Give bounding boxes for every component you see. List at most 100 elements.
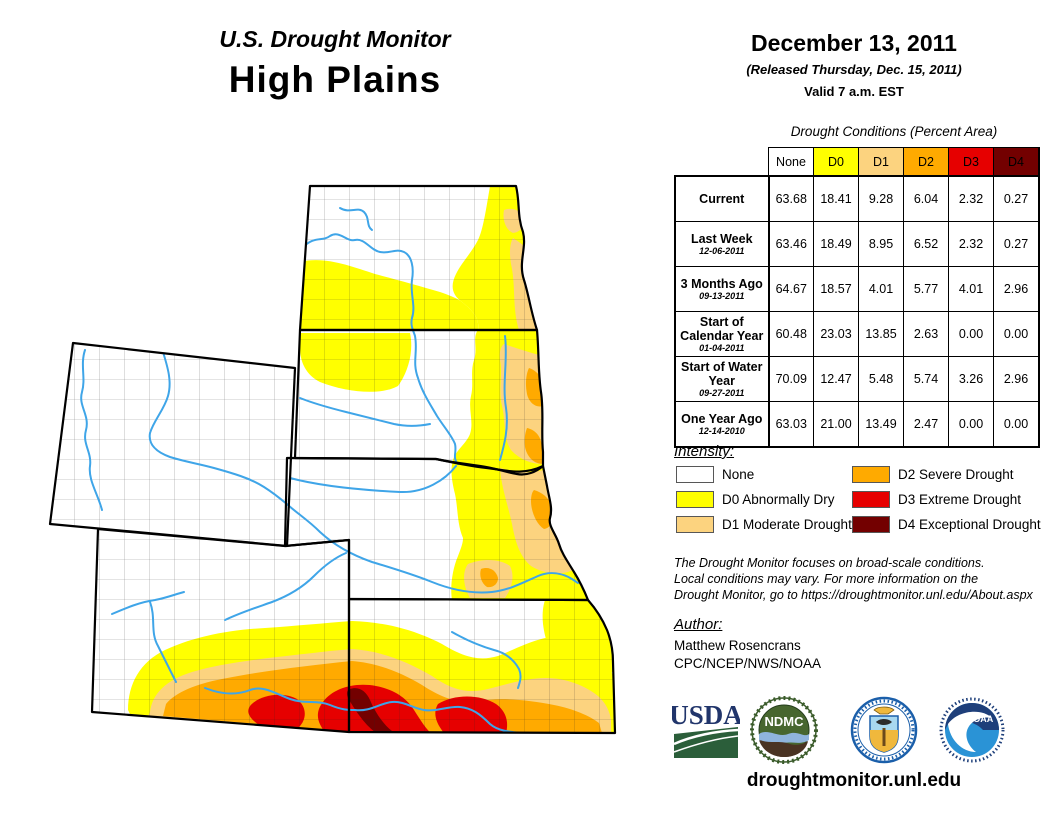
legend-swatch (676, 466, 714, 483)
intensity-heading: Intensity: (674, 443, 735, 460)
percent-area-value: 0.27 (993, 175, 1040, 222)
percent-area-value: 4.01 (858, 266, 904, 312)
disclaimer-line: Drought Monitor, go to https://droughtmo… (674, 588, 1033, 602)
percent-area-value: 60.48 (768, 311, 814, 357)
percent-area-value: 64.67 (768, 266, 814, 312)
percent-area-value: 2.96 (993, 266, 1040, 312)
author-name: Matthew Rosencrans (674, 638, 801, 653)
percent-area-value: 13.85 (858, 311, 904, 357)
percent-area-value: 18.57 (813, 266, 859, 312)
footer-url: droughtmonitor.unl.edu (746, 770, 962, 791)
usda-logo-text: USDA (672, 700, 740, 730)
drought-conditions-table: None D0 D1 D2 D3 D4 Current 63.68 18.41 9.28 6.04… (674, 147, 1040, 448)
table-row: Start of Water Year 09-27-2011 70.09 12.47 5… (674, 356, 1040, 402)
percent-area-value: 63.46 (768, 221, 814, 267)
percent-area-value: 5.48 (858, 356, 904, 402)
col-header-d2: D2 (903, 147, 949, 177)
percent-area-value: 70.09 (768, 356, 814, 402)
percent-area-value: 3.26 (948, 356, 994, 402)
legend-swatch (676, 516, 714, 533)
usda-logo: USDA (672, 700, 740, 758)
col-header-d0: D0 (813, 147, 859, 177)
report-heading: U.S. Drought Monitor High Plains (100, 26, 570, 101)
state-kansas (347, 597, 617, 735)
percent-area-value: 0.00 (948, 401, 994, 448)
row-label: 3 Months Ago 09-13-2011 (674, 266, 770, 312)
report-region-title: High Plains (228, 59, 442, 100)
percent-area-value: 18.49 (813, 221, 859, 267)
state-nebraska (283, 456, 590, 602)
author-heading: Author: (674, 616, 723, 633)
col-header-d4: D4 (993, 147, 1040, 177)
percent-area-value: 5.74 (903, 356, 949, 402)
table-corner-cell (675, 148, 769, 177)
legend-swatch (676, 491, 714, 508)
col-header-none: None (768, 147, 814, 177)
percent-area-value: 23.03 (813, 311, 859, 357)
percent-area-value: 6.52 (903, 221, 949, 267)
table-row: Start of Calendar Year 01-04-2011 60.48 23.… (674, 311, 1040, 357)
percent-area-value: 9.28 (858, 175, 904, 222)
drought-map (48, 184, 617, 735)
table-row: Last Week 12-06-2011 63.46 18.49 8.95 6.52 2.3… (674, 221, 1040, 267)
percent-area-value: 21.00 (813, 401, 859, 448)
rivers (80, 207, 579, 733)
row-label: Start of Calendar Year 01-04-2011 (674, 311, 770, 357)
percent-area-value: 12.47 (813, 356, 859, 402)
col-header-d1: D1 (858, 147, 904, 177)
table-row: Current 63.68 18.41 9.28 6.04 2.32 0.27 (674, 175, 1040, 222)
report-date: December 13, 2011 (751, 30, 957, 56)
report-kicker: U.S. Drought Monitor (219, 26, 451, 52)
commerce-seal (850, 696, 918, 764)
percent-area-value: 63.68 (768, 175, 814, 222)
percent-area-value: 0.00 (948, 311, 994, 357)
percent-area-value: 0.27 (993, 221, 1040, 267)
valid-line: Valid 7 a.m. EST (804, 84, 904, 99)
percent-area-value: 2.32 (948, 175, 994, 222)
percent-area-value: 18.41 (813, 175, 859, 222)
legend-label: D1 Moderate Drought (722, 517, 852, 532)
table-title: Drought Conditions (Percent Area) (790, 124, 998, 139)
percent-area-value: 2.96 (993, 356, 1040, 402)
legend-label: D4 Exceptional Drought (898, 517, 1041, 532)
info-panel: December 13, 2011 (Released Thursday, De… (666, 22, 1042, 812)
legend-swatch (852, 516, 890, 533)
percent-area-value: 4.01 (948, 266, 994, 312)
legend-label: D0 Abnormally Dry (722, 492, 835, 507)
row-label: Last Week 12-06-2011 (674, 221, 770, 267)
col-header-d3: D3 (948, 147, 994, 177)
legend-swatch (852, 491, 890, 508)
legend-label: D3 Extreme Drought (898, 492, 1022, 507)
legend-label: D2 Severe Drought (898, 467, 1014, 482)
disclaimer-line: Local conditions may vary. For more info… (674, 572, 979, 586)
noaa-logo-text: NOAA (967, 714, 994, 724)
percent-area-value: 5.77 (903, 266, 949, 312)
agency-logos: USDA NDMC (666, 694, 1042, 766)
percent-area-value: 6.04 (903, 175, 949, 222)
released-line: (Released Thursday, Dec. 15, 2011) (746, 62, 962, 77)
percent-area-value: 63.03 (768, 401, 814, 448)
legend-label: None (722, 467, 755, 482)
county-lines (50, 186, 615, 733)
state-north-dakota (298, 184, 539, 332)
legend-swatch (852, 466, 890, 483)
state-colorado (90, 527, 351, 734)
author-org: CPC/NCEP/NWS/NOAA (674, 656, 822, 671)
row-label: One Year Ago 12-14-2010 (674, 401, 770, 448)
noaa-logo: NOAA (939, 697, 1005, 763)
state-borders (48, 184, 617, 735)
row-label: Start of Water Year 09-27-2011 (674, 356, 770, 402)
disclaimer-line: The Drought Monitor focuses on broad-sca… (674, 556, 985, 570)
table-row: One Year Ago 12-14-2010 63.03 21.00 13.49 2.4… (674, 401, 1040, 448)
ndmc-logo-text: NDMC (765, 714, 805, 729)
percent-area-value: 2.32 (948, 221, 994, 267)
ndmc-logo: NDMC (750, 696, 818, 764)
percent-area-value: 2.63 (903, 311, 949, 357)
disclaimer-text: The Drought Monitor focuses on broad-sca… (674, 555, 1033, 603)
percent-area-value: 13.49 (858, 401, 904, 448)
percent-area-value: 0.00 (993, 311, 1040, 357)
table-row: 3 Months Ago 09-13-2011 64.67 18.57 4.01 5.77… (674, 266, 1040, 312)
percent-area-value: 8.95 (858, 221, 904, 267)
percent-area-value: 2.47 (903, 401, 949, 448)
